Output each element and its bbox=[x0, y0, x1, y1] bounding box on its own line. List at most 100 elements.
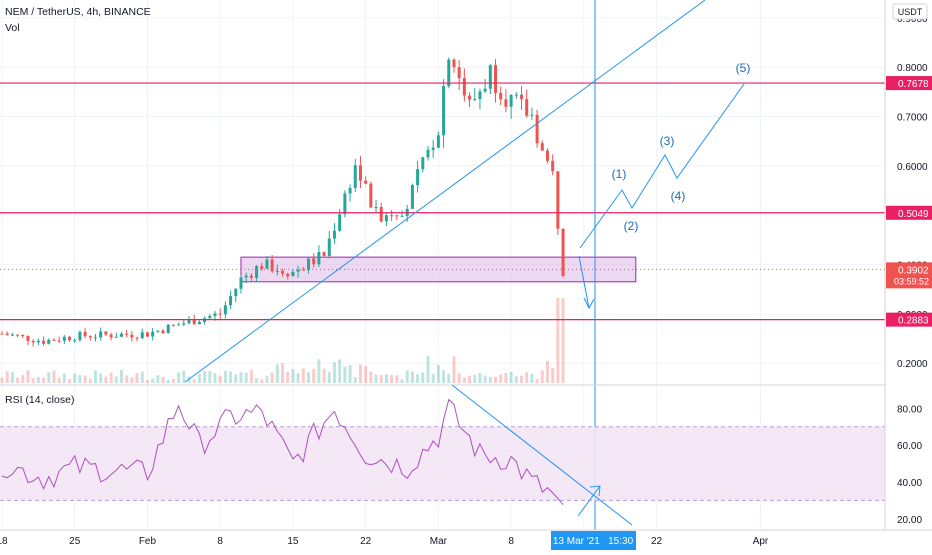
candle-body bbox=[530, 114, 534, 116]
volume-bar bbox=[119, 370, 123, 383]
support-zone-rectangle[interactable] bbox=[240, 256, 637, 283]
time-axis[interactable]: 1825Feb81522Mar81522Apr bbox=[0, 536, 769, 547]
price-axis[interactable]: 0.20000.30000.40000.50000.60000.70000.80… bbox=[886, 14, 932, 370]
candle-body bbox=[504, 99, 508, 107]
price-tick-label: 0.6000 bbox=[897, 162, 928, 173]
volume-bar bbox=[374, 374, 378, 383]
volume-bar bbox=[431, 373, 435, 383]
elliott-wave-projection[interactable] bbox=[579, 83, 745, 249]
wave-label: (2) bbox=[624, 219, 639, 233]
volume-bar bbox=[208, 371, 212, 383]
candle-body bbox=[452, 59, 456, 68]
candle-body bbox=[369, 183, 373, 208]
candle-body bbox=[36, 340, 40, 343]
candle-body bbox=[31, 341, 35, 343]
symbol-title[interactable]: NEM / TetherUS, 4h, BINANCE bbox=[5, 6, 151, 18]
wave-label: (1) bbox=[612, 167, 627, 181]
volume-bar bbox=[249, 370, 253, 383]
volume-bar bbox=[281, 363, 285, 383]
currency-button[interactable] bbox=[892, 3, 928, 20]
wave-label: (4) bbox=[671, 189, 686, 203]
candle-body bbox=[540, 143, 544, 151]
volume-bar bbox=[177, 372, 181, 383]
rsi-downtrend-line[interactable] bbox=[451, 384, 633, 526]
level-price-text: 0.2883 bbox=[898, 316, 929, 327]
candle-body bbox=[68, 336, 72, 341]
candle-body bbox=[171, 324, 175, 326]
candle-body bbox=[135, 337, 139, 339]
candle-body bbox=[421, 157, 425, 170]
volume-label[interactable]: Vol bbox=[5, 22, 20, 34]
trendline-support[interactable] bbox=[184, 0, 706, 383]
rsi-tick-label: 20.00 bbox=[897, 515, 922, 526]
volume-bar bbox=[322, 368, 326, 383]
candle-body bbox=[410, 185, 414, 209]
candle-body bbox=[462, 78, 466, 96]
volume-bar bbox=[327, 371, 331, 383]
candle-body bbox=[244, 275, 248, 278]
time-tick-label: Feb bbox=[139, 536, 157, 547]
rsi-label[interactable]: RSI (14, close) bbox=[5, 394, 74, 406]
volume-bar bbox=[483, 375, 487, 383]
volume-bars bbox=[0, 298, 565, 383]
volume-bar bbox=[42, 377, 46, 383]
candle-body bbox=[400, 215, 404, 217]
candle-body bbox=[384, 215, 388, 222]
volume-bar bbox=[551, 367, 555, 383]
volume-bar bbox=[478, 373, 482, 383]
volume-bar bbox=[286, 371, 290, 383]
volume-bar bbox=[457, 373, 461, 383]
candle-body bbox=[478, 91, 482, 100]
candle-body bbox=[249, 275, 253, 278]
volume-bar bbox=[31, 378, 35, 383]
candle-body bbox=[468, 95, 472, 100]
price-tick-label: 0.2000 bbox=[897, 359, 928, 370]
volume-bar bbox=[0, 377, 4, 383]
volume-bar bbox=[239, 372, 243, 383]
candle-body bbox=[218, 313, 222, 315]
horizontal-levels[interactable] bbox=[0, 82, 885, 321]
volume-bar bbox=[255, 378, 259, 383]
volume-bar bbox=[135, 373, 139, 383]
candle-body bbox=[291, 271, 295, 277]
rsi-line bbox=[1, 398, 564, 506]
rsi-axis[interactable]: 20.00 40.00 60.00 80.00 bbox=[897, 404, 922, 525]
candle-body bbox=[239, 277, 243, 289]
time-tick-label: Apr bbox=[753, 536, 769, 547]
volume-bar bbox=[78, 375, 82, 383]
candle-body bbox=[99, 331, 103, 338]
candle-body bbox=[358, 165, 362, 181]
candle-body bbox=[332, 230, 336, 239]
volume-bar bbox=[395, 375, 399, 383]
volume-bar bbox=[83, 375, 87, 383]
rsi-bounce-arrow[interactable] bbox=[577, 485, 601, 517]
rsi-bounce-arrow-head bbox=[589, 485, 601, 497]
candle-body bbox=[322, 252, 326, 256]
time-tick-label: 8 bbox=[217, 536, 223, 547]
volume-bar bbox=[405, 370, 409, 383]
candle-body bbox=[338, 214, 342, 231]
volume-bar bbox=[265, 376, 269, 383]
drop-arrow[interactable] bbox=[578, 255, 590, 309]
candle-body bbox=[21, 334, 25, 336]
volume-bar bbox=[410, 371, 414, 383]
volume-bar bbox=[156, 375, 160, 383]
volume-bar bbox=[343, 366, 347, 383]
volume-bar bbox=[509, 372, 513, 383]
candle-body bbox=[16, 334, 20, 336]
rsi-drawings[interactable] bbox=[451, 384, 633, 526]
volume-bar bbox=[234, 374, 238, 383]
volume-bar bbox=[62, 373, 66, 383]
volume-bar bbox=[520, 375, 523, 383]
candle-body bbox=[223, 305, 227, 315]
volume-bar bbox=[36, 377, 40, 383]
crosshair-date-label: 13 Mar '21 15:30 bbox=[553, 536, 634, 547]
volume-bar bbox=[203, 370, 207, 383]
volume-bar bbox=[229, 371, 233, 383]
volume-bar bbox=[514, 376, 518, 383]
candle-body bbox=[426, 149, 430, 158]
candle-body bbox=[62, 336, 66, 341]
volume-bar bbox=[353, 377, 357, 383]
